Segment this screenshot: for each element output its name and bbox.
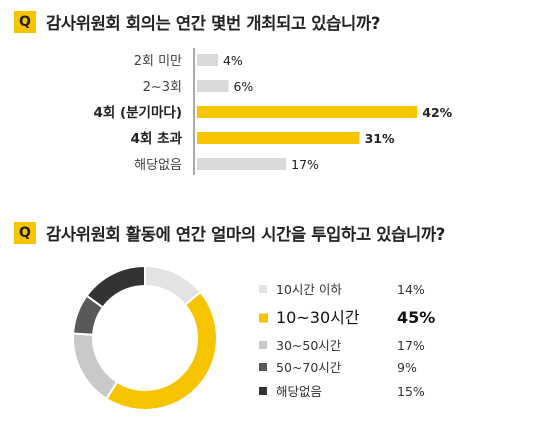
legend-swatch <box>259 341 267 349</box>
legend-label: 10시간 이하 <box>276 282 342 297</box>
bar <box>197 80 229 92</box>
bar-category-label: 해당없음 <box>134 158 182 173</box>
legend-label: 50~70시간 <box>276 360 342 375</box>
legend-label: 해당없음 <box>276 384 322 399</box>
donut-slice <box>72 332 119 401</box>
legend-label: 10~30시간 <box>276 308 360 327</box>
legend-swatch <box>259 363 267 371</box>
bar <box>197 106 418 118</box>
legend-swatch <box>259 313 268 323</box>
bar-value-label: 17% <box>291 157 319 172</box>
meeting-frequency-bar-chart: 2회 미만 4% 2~3회 6% 4회 (분기마다) 42% 4회 초과 31% 해당없음 17% <box>93 48 453 175</box>
activity-hours-donut-chart: 10시간 이하 14% 10~30시간 45% 30~50시간 17% 50~70시간 9% 해… <box>72 264 435 411</box>
donut-slice <box>105 290 218 411</box>
legend-swatch <box>259 387 267 395</box>
bar-value-label: 4% <box>223 53 243 68</box>
bar-category-label: 4회 (분기마다) <box>93 105 182 121</box>
legend-value: 9% <box>397 360 417 375</box>
donut-slice <box>85 264 146 309</box>
legend-value: 14% <box>397 282 425 297</box>
question-badge: Q <box>14 222 36 244</box>
bar-value-label: 6% <box>233 79 253 94</box>
bar <box>197 132 360 144</box>
bar-value-label: 31% <box>365 131 395 146</box>
bar <box>197 158 287 170</box>
question-2-header: Q 감사위원회 활동에 연간 얼마의 시간을 투입하고 있습니까? <box>14 221 445 245</box>
question-1-header: Q 감사위원회 회의는 연간 몇번 개최되고 있습니까? <box>14 10 380 34</box>
legend-value: 15% <box>397 384 425 399</box>
legend-label: 30~50시간 <box>276 338 342 353</box>
bar <box>197 54 218 66</box>
legend-value: 45% <box>397 308 435 327</box>
question-1-text: 감사위원회 회의는 연간 몇번 개최되고 있습니까? <box>46 14 381 33</box>
legend-swatch <box>259 285 267 293</box>
question-badge: Q <box>14 11 36 33</box>
bar-category-label: 4회 초과 <box>131 131 183 147</box>
bar-category-label: 2회 미만 <box>134 54 182 69</box>
bar-category-label: 2~3회 <box>143 80 182 95</box>
legend-value: 17% <box>397 338 425 353</box>
bar-value-label: 42% <box>422 105 452 120</box>
question-2-text: 감사위원회 활동에 연간 얼마의 시간을 투입하고 있습니까? <box>46 225 446 244</box>
